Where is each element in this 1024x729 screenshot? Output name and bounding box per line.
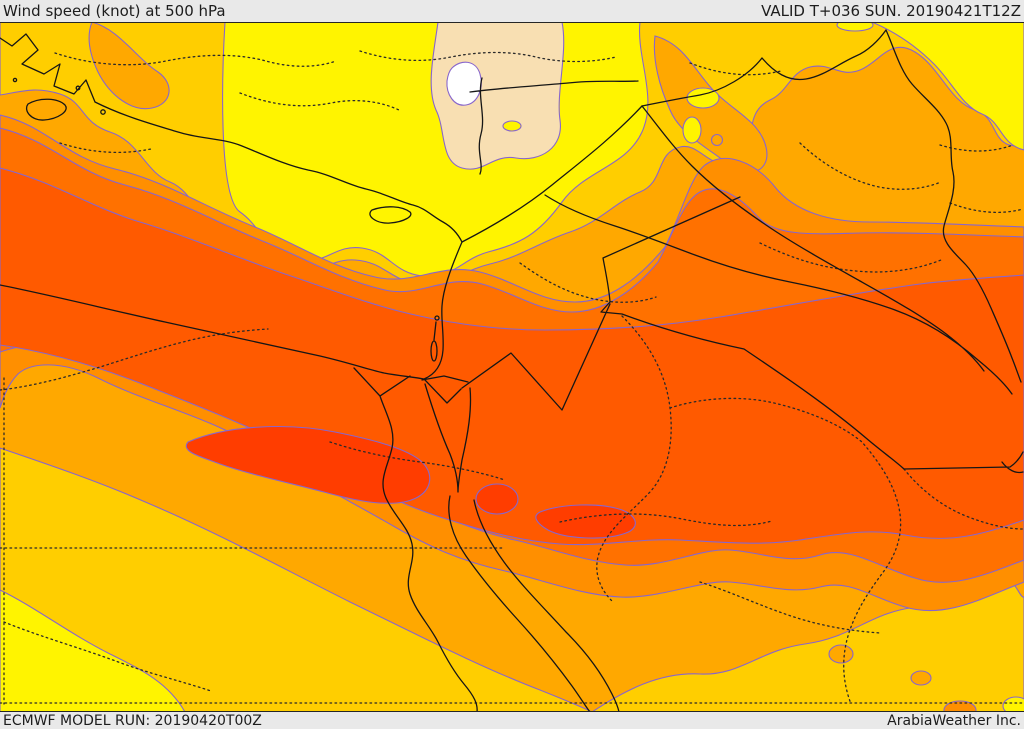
island-dot2	[75, 85, 81, 91]
rivers	[353, 77, 1013, 712]
contour-bands	[0, 22, 1024, 712]
product-title: Wind speed (knot) at 500 hPa	[3, 2, 226, 20]
wind-speed-map	[0, 22, 1024, 712]
island-dot1	[12, 77, 18, 83]
valid-time-label: VALID T+036 SUN. 20190421T12Z	[761, 2, 1021, 20]
band-gold-bottom-left	[0, 447, 593, 712]
dotted-borders-north	[54, 50, 1024, 303]
border-lines	[424, 29, 1024, 474]
attribution-label: ArabiaWeather Inc.	[887, 712, 1021, 729]
band-amber-hole-se1	[828, 644, 854, 664]
band-yellow-patch2	[682, 116, 702, 144]
band-cream-turkey	[430, 22, 565, 170]
band-yellow-se-dot	[1002, 696, 1024, 712]
band-yellow-top-dot	[836, 22, 874, 32]
band-amber-hole-se2	[910, 670, 932, 686]
river-lines	[353, 77, 1013, 712]
coastline-lines	[0, 33, 620, 712]
band-red-lobe-east2	[535, 504, 636, 539]
sea-of-galilee	[434, 315, 440, 321]
band-yellow-southwest	[0, 589, 186, 712]
admin-borders-dotted	[0, 50, 1024, 705]
footer-bar: ECMWF MODEL RUN: 20190420T00Z ArabiaWeat…	[0, 712, 1024, 729]
island-dot3	[100, 109, 106, 115]
band-amber-dot	[710, 133, 724, 147]
map-top-edge	[0, 22, 1024, 23]
country-borders	[424, 29, 1024, 474]
band-cream-yellow-hole	[502, 120, 522, 132]
band-yellow-patch1	[686, 87, 720, 109]
band-white-core	[446, 61, 482, 106]
dotted-borders-south	[0, 315, 1024, 705]
band-red-lobe-east1	[475, 483, 519, 515]
header-bar: Wind speed (knot) at 500 hPa VALID T+036…	[0, 0, 1024, 22]
band-red-sinai	[185, 426, 431, 504]
dead-sea	[430, 340, 438, 362]
coastlines	[0, 33, 620, 712]
map-bottom-edge	[0, 711, 1024, 712]
model-run-label: ECMWF MODEL RUN: 20190420T00Z	[3, 712, 262, 729]
band-yellow-northeast	[871, 22, 1024, 151]
band-orange-blob-bottom	[943, 700, 977, 712]
